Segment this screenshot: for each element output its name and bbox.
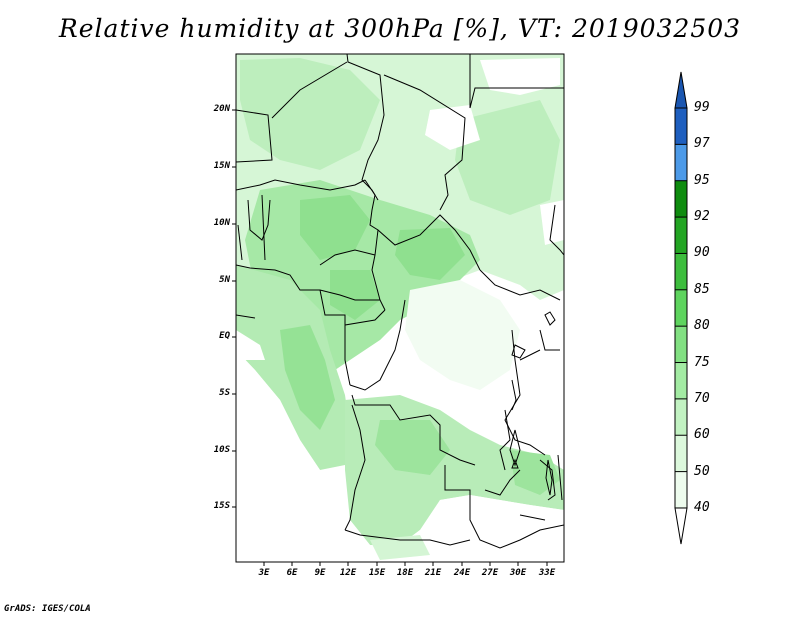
colorbar-arrow-bottom — [675, 508, 687, 544]
lon-label-15e: 15E — [368, 568, 386, 578]
lon-label-18e: 18E — [396, 568, 414, 578]
lat-label-5s: 5S — [219, 388, 230, 398]
country-boundaries — [236, 54, 564, 549]
colorbar-label: 80 — [694, 318, 710, 334]
humidity-patch — [300, 195, 370, 260]
humidity-patch — [240, 58, 380, 170]
lat-label-10s: 10S — [213, 445, 230, 455]
humidity-patch — [455, 100, 560, 215]
lat-label-eq: EQ — [219, 331, 230, 341]
humidity-patch — [395, 228, 465, 280]
clear-patch — [480, 58, 560, 95]
lat-label-15s: 15S — [213, 501, 230, 511]
lon-label-9e: 9E — [314, 568, 326, 578]
humidity-patch — [280, 325, 335, 430]
colorbar-segment — [675, 362, 687, 400]
colorbar-segment — [675, 471, 687, 509]
lon-label-21e: 21E — [424, 568, 442, 578]
axis-ticks — [232, 109, 548, 566]
map-title: Relative humidity at 300hPa [%], VT: 201… — [58, 14, 742, 43]
grads-credit: GrADS: IGES/COLA — [4, 604, 91, 614]
lon-label-6e: 6E — [286, 568, 298, 578]
clear-patch — [405, 280, 520, 390]
lat-label-15n: 15N — [213, 161, 230, 171]
humidity-patch — [330, 270, 380, 320]
colorbar-label: 85 — [694, 281, 710, 297]
colorbar-label: 60 — [694, 427, 710, 443]
colorbar-label: 50 — [694, 463, 710, 479]
colorbar-segment — [675, 217, 687, 254]
lon-label-30e: 30E — [509, 568, 527, 578]
colorbar-segment — [675, 435, 687, 473]
clear-patch — [425, 105, 480, 150]
colorbar-label: 40 — [694, 499, 710, 515]
colorbar-label: 99 — [694, 100, 710, 115]
colorbar-segment — [675, 398, 687, 436]
colorbar-label: 92 — [694, 209, 710, 225]
colorbar-segment — [675, 180, 687, 218]
colorbar-label: 70 — [694, 390, 710, 406]
lat-label-5n: 5N — [219, 275, 230, 285]
clear-patch — [425, 495, 564, 562]
map-frame — [235, 53, 565, 563]
humidity-patch — [375, 420, 450, 475]
colorbar-label: 97 — [694, 136, 710, 152]
lon-label-12e: 12E — [339, 568, 357, 578]
lon-label-27e: 27E — [481, 568, 499, 578]
colorbar-label: 75 — [694, 354, 710, 370]
colorbar-segment — [675, 326, 687, 364]
colorbar-segment — [675, 144, 687, 182]
lat-label-10n: 10N — [213, 218, 230, 228]
lon-label-24e: 24E — [453, 568, 471, 578]
colorbar-label: 95 — [694, 172, 710, 188]
colorbar-outline — [674, 71, 688, 545]
colorbar-segments — [675, 72, 687, 544]
lon-label-3e: 3E — [258, 568, 270, 578]
colorbar-segment — [675, 289, 687, 327]
colorbar-segment — [675, 108, 687, 145]
colorbar-segment — [675, 253, 687, 291]
lon-label-33e: 33E — [538, 568, 556, 578]
lat-label-20n: 20N — [213, 104, 230, 114]
lakes — [509, 311, 556, 496]
colorbar-label: 90 — [694, 245, 710, 261]
clear-patch — [236, 350, 350, 562]
humidity-patch — [370, 535, 430, 560]
clear-patch — [236, 330, 265, 360]
humidity-field — [236, 54, 564, 562]
colorbar-arrow-top — [675, 72, 687, 108]
